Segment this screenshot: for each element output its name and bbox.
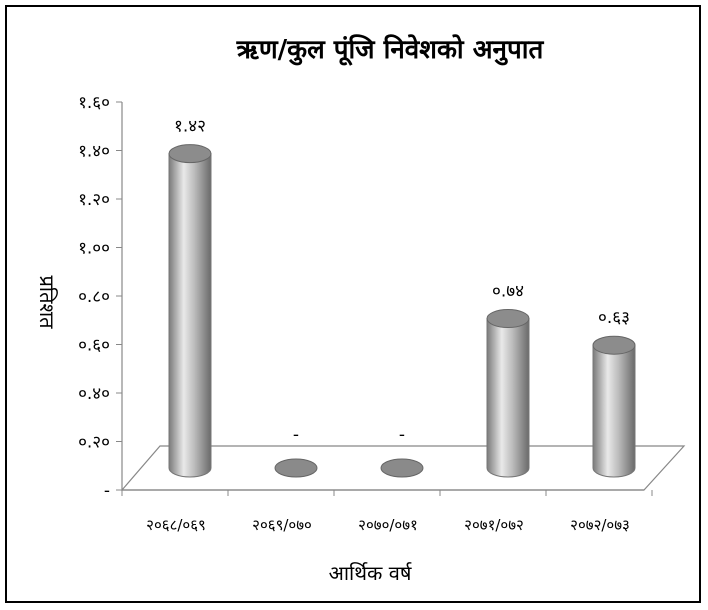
- bar: -: [274, 425, 318, 478]
- data-label: -: [293, 425, 299, 445]
- data-label: -: [399, 425, 405, 445]
- bar: ०.७४: [486, 282, 530, 478]
- data-label: १.४२: [174, 117, 206, 137]
- bar-top: [592, 335, 636, 355]
- bar-base: [274, 458, 318, 478]
- data-label: ०.६३: [598, 308, 630, 328]
- y-tick-label: ०.८०: [78, 287, 110, 307]
- category-label: २०७१/०७२: [464, 516, 524, 534]
- bar-body: [168, 153, 212, 478]
- bar-top: [486, 309, 530, 329]
- chart-title: ऋण/कुल पूंजि निवेशको अनुपात: [236, 34, 545, 66]
- bar-body: [486, 318, 530, 478]
- y-tick-label: १.४०: [78, 142, 110, 162]
- bar: -: [380, 425, 424, 478]
- y-tick-label: १.००: [78, 239, 110, 259]
- y-axis-label: प्रतिशत: [35, 276, 59, 330]
- y-tick-label: ०.४०: [78, 384, 110, 404]
- bar: ०.६३: [592, 308, 636, 478]
- bar: १.४२: [168, 117, 212, 478]
- category-label: २०७२/०७३: [570, 516, 630, 534]
- data-label: ०.७४: [492, 282, 524, 302]
- bar-body: [592, 344, 636, 478]
- chart-frame: [5, 5, 701, 603]
- category-labels: २०६८/०६९ २०६९/०७० २०७०/०७१ २०७१/०७२ २०७२/०७३: [121, 490, 653, 534]
- y-tick-label: ०.२०: [78, 433, 110, 453]
- category-label: २०६९/०७०: [252, 516, 312, 534]
- y-ticks: - ०.२० ०.४० ०.६० ०.८० १.०० १.२० १.४० १.६०: [78, 93, 122, 501]
- bars: १.४२ - - ०.७४ ०.६३: [168, 117, 636, 478]
- y-tick-label: १.६०: [78, 93, 110, 113]
- y-tick-label: १.२०: [78, 190, 110, 210]
- category-label: २०७०/०७१: [358, 516, 418, 534]
- category-label: २०६८/०६९: [146, 516, 206, 534]
- bar-top: [168, 144, 212, 164]
- y-tick-label: ०.६०: [78, 336, 110, 356]
- y-tick-label: -: [104, 481, 110, 501]
- bar-base: [380, 458, 424, 478]
- x-axis-label: आर्थिक वर्ष: [329, 561, 413, 585]
